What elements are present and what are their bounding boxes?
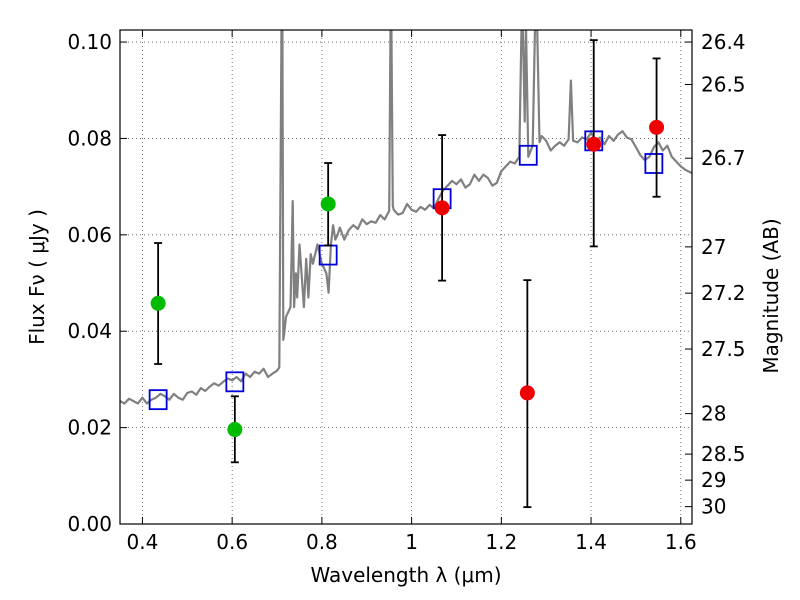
mag-tick-label: 26.7 <box>701 146 746 170</box>
plot-frame <box>119 29 693 525</box>
observed-flux-point <box>320 196 336 212</box>
model-flux-square <box>225 371 245 393</box>
x-axis-label: Wavelength λ (μm) <box>310 563 501 587</box>
observed-flux-point <box>227 422 243 438</box>
y-axis-label: Flux Fν ( μJy ) <box>25 209 49 345</box>
x-axis-ticks: 0.4 0.6 0.8 1 1.2 1.4 1.6 <box>127 30 697 554</box>
model-flux-square <box>644 153 664 174</box>
y-tick-label: 0.08 <box>67 126 112 150</box>
x-tick-label: 1.6 <box>665 530 697 554</box>
x-tick-label: 0.6 <box>216 530 248 554</box>
mag-tick-label: 26.4 <box>701 30 746 54</box>
spectrum-line <box>120 30 692 405</box>
mag-tick-label: 29 <box>701 468 726 492</box>
magnitude-axis-ticks: 26.4 26.5 26.7 27 27.2 27.5 28 28.529 30 <box>685 30 746 519</box>
observed-flux-point <box>586 136 602 152</box>
plot-area <box>120 30 692 509</box>
mag-tick-label: 27.2 <box>701 281 746 305</box>
observed-flux-point <box>150 295 166 311</box>
y-tick-label: 0.04 <box>67 319 112 343</box>
y-tick-label: 0.00 <box>67 512 112 536</box>
mag-tick-label: 26.5 <box>701 72 746 96</box>
x-tick-label: 1 <box>405 530 418 554</box>
observed-flux-point <box>519 385 535 401</box>
mag-tick-label: 28.5 <box>701 442 746 466</box>
mag-tick-label: 30 <box>701 495 726 519</box>
x-tick-label: 0.4 <box>127 530 159 554</box>
observed-flux-point <box>649 119 665 135</box>
model-flux-square <box>518 144 538 166</box>
x-tick-label: 0.8 <box>306 530 338 554</box>
observed-flux-point <box>434 200 450 216</box>
mag-tick-label: 27 <box>701 235 726 259</box>
mag-tick-label: 28 <box>701 402 726 426</box>
y-axis-ticks: 0.00 0.02 0.04 0.06 0.08 0.10 <box>67 30 127 536</box>
y2-axis-label: Magnitude (AB) <box>759 218 783 373</box>
x-tick-label: 1.2 <box>485 530 517 554</box>
x-tick-label: 1.4 <box>575 530 607 554</box>
gridlines <box>120 30 692 525</box>
mag-tick-label: 27.5 <box>701 337 746 361</box>
model-flux-square <box>148 389 168 411</box>
y-tick-label: 0.06 <box>67 223 112 247</box>
y-tick-label: 0.10 <box>67 30 112 54</box>
y-tick-label: 0.02 <box>67 416 112 440</box>
